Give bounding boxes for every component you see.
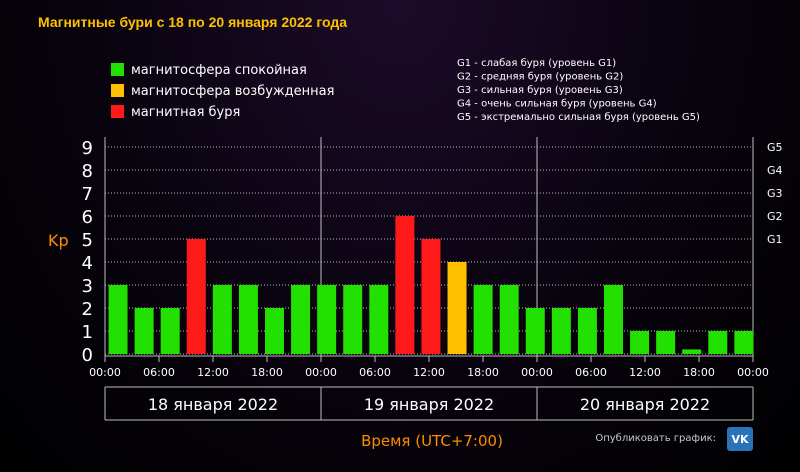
x-tick-label: 06:00 xyxy=(575,366,607,379)
storm-legend-item: G2 - средняя буря (уровень G2) xyxy=(457,72,623,83)
bar xyxy=(473,285,493,354)
bar xyxy=(682,349,702,354)
storm-legend-item: G1 - слабая буря (уровень G1) xyxy=(457,58,616,69)
publish-label: Опубликовать график: xyxy=(595,433,716,444)
y-tick-label: 3 xyxy=(82,276,93,297)
y-tick-label: 9 xyxy=(82,138,93,159)
bar xyxy=(212,285,232,354)
vk-icon: VK xyxy=(731,432,749,446)
bar xyxy=(734,331,754,354)
x-tick-label: 12:00 xyxy=(629,366,661,379)
bar xyxy=(656,331,676,354)
day-label: 18 января 2022 xyxy=(148,395,278,414)
bar xyxy=(238,285,258,354)
day-label: 20 января 2022 xyxy=(580,395,710,414)
y-axis-label: Kp xyxy=(48,231,69,250)
bar xyxy=(708,331,728,354)
vk-share-button[interactable]: VK xyxy=(727,427,753,451)
bar xyxy=(160,308,180,354)
y-tick-label: 2 xyxy=(82,299,93,320)
x-tick-label: 06:00 xyxy=(359,366,391,379)
storm-legend-item: G4 - очень сильная буря (уровень G4) xyxy=(457,99,657,110)
x-tick-label: 18:00 xyxy=(683,366,715,379)
bar xyxy=(421,239,441,354)
x-tick-label: 00:00 xyxy=(521,366,553,379)
y-tick-label: 4 xyxy=(82,253,93,274)
legend-swatch xyxy=(111,63,124,76)
bar xyxy=(630,331,650,354)
bar xyxy=(577,308,597,354)
storm-level-label: G2 xyxy=(767,210,783,223)
bar xyxy=(525,308,545,354)
x-tick-label: 12:00 xyxy=(197,366,229,379)
bar xyxy=(447,262,467,354)
bar xyxy=(317,285,337,354)
legend-label: магнитная буря xyxy=(131,105,240,120)
x-tick-label: 00:00 xyxy=(737,366,769,379)
legend-swatch xyxy=(111,105,124,118)
legend-swatch xyxy=(111,84,124,97)
bar xyxy=(395,216,415,354)
x-tick-label: 12:00 xyxy=(413,366,445,379)
bar xyxy=(369,285,389,354)
bar xyxy=(291,285,311,354)
x-tick-label: 18:00 xyxy=(251,366,283,379)
storm-level-label: G1 xyxy=(767,233,783,246)
day-label: 19 января 2022 xyxy=(364,395,494,414)
storm-level-label: G3 xyxy=(767,187,783,200)
chart-title: Магнитные бури с 18 по 20 января 2022 го… xyxy=(38,14,347,30)
y-tick-label: 6 xyxy=(82,207,93,228)
bar xyxy=(343,285,363,354)
bar xyxy=(108,285,128,354)
storm-legend-item: G3 - сильная буря (уровень G3) xyxy=(457,85,623,96)
y-tick-label: 0 xyxy=(82,345,93,366)
bar xyxy=(134,308,154,354)
x-tick-label: 00:00 xyxy=(305,366,337,379)
x-tick-label: 06:00 xyxy=(143,366,175,379)
storm-level-label: G5 xyxy=(767,141,783,154)
y-tick-label: 5 xyxy=(82,230,93,251)
bar xyxy=(264,308,284,354)
bar xyxy=(186,239,206,354)
y-tick-label: 8 xyxy=(82,161,93,182)
bar xyxy=(603,285,623,354)
bar xyxy=(551,308,571,354)
legend-label: магнитосфера спокойная xyxy=(131,63,307,78)
x-tick-label: 18:00 xyxy=(467,366,499,379)
storm-legend-item: G5 - экстремально сильная буря (уровень … xyxy=(457,112,700,123)
y-tick-label: 1 xyxy=(82,322,93,343)
x-axis-label: Время (UTC+7:00) xyxy=(361,432,503,450)
y-tick-label: 7 xyxy=(82,184,93,205)
legend-label: магнитосфера возбужденная xyxy=(131,84,334,99)
bar xyxy=(499,285,519,354)
x-tick-label: 00:00 xyxy=(89,366,121,379)
storm-level-label: G4 xyxy=(767,164,783,177)
